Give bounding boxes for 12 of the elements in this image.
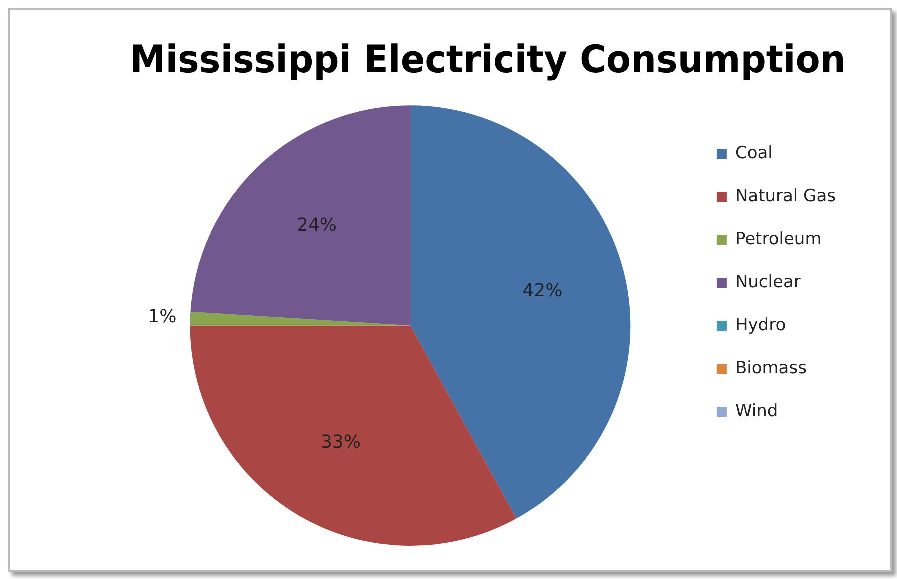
legend-label: Biomass [735,358,808,378]
data-label: 24% [297,214,338,236]
data-label: 33% [320,432,361,453]
data-label: 42% [522,280,563,302]
legend-label: Nuclear [735,272,801,292]
legend-label: Hydro [735,315,786,336]
legend-label: Petroleum [735,229,822,250]
chart-title: Mississippi Electricity Consumption [130,38,846,82]
legend-label: Coal [735,143,773,164]
data-label: 1% [148,306,177,328]
legend-label: Wind [735,401,778,422]
legend-label: Natural Gas [735,186,836,206]
